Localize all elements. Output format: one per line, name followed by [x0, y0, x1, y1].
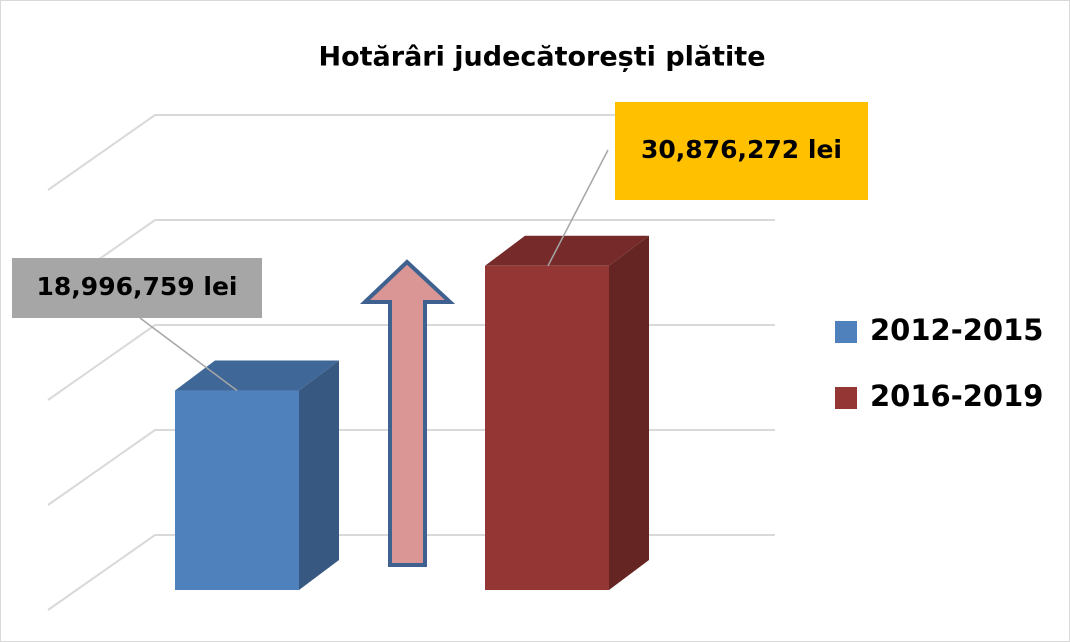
data-label: 30,876,272 lei — [641, 135, 842, 164]
bar — [175, 390, 299, 590]
bars — [175, 235, 649, 591]
legend: 2012-2015 2016-2019 — [835, 313, 1043, 413]
label-box — [615, 102, 868, 200]
bar-side — [299, 360, 339, 590]
grid-line — [47, 114, 775, 191]
leader-line — [547, 149, 609, 267]
bar-top — [485, 235, 649, 266]
legend-swatch — [835, 321, 857, 343]
legend-label: 2016-2019 — [870, 379, 1043, 413]
label-box — [12, 258, 262, 318]
bar — [485, 265, 609, 590]
data-label: 18,996,759 lei — [37, 272, 238, 301]
chart-title: Hotărâri judecătorești plătite — [318, 42, 765, 73]
bar-top — [175, 360, 339, 391]
bar-side — [609, 235, 649, 591]
increase-arrow — [360, 259, 456, 567]
legend-swatch — [835, 387, 857, 409]
legend-label: 2012-2015 — [870, 313, 1043, 347]
leader-line — [139, 317, 238, 392]
data-labels: 18,996,759 lei 30,876,272 lei — [12, 102, 868, 392]
